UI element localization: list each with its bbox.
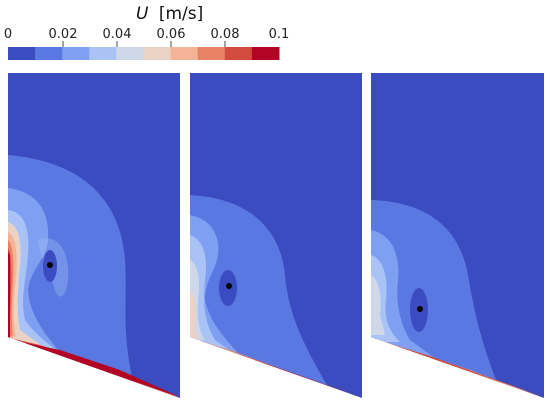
contour-level-4 [8,222,45,348]
colorbar-swatch [197,47,226,60]
vortex-center-marker [226,283,232,289]
colorbar-tick-4: 0.08 [211,27,240,42]
vortex-center-marker [47,262,53,268]
colorbar-tick-1: 0.02 [49,27,78,42]
colorbar-title: U [m/s] [136,4,203,24]
colorbar-swatch [116,47,144,60]
panel-left [8,73,180,398]
colorbar-swatch [89,47,117,60]
vortex-center-marker [417,306,423,312]
colorbar-tick-marks [62,41,226,47]
colorbar-swatch [8,47,36,60]
colorbar-tick-0: 0 [4,27,12,42]
colorbar-swatch [62,47,90,60]
colorbar-swatch [224,47,253,60]
panel-right [371,73,544,398]
colorbar-swatch [170,47,199,60]
contour-level-3 [8,210,70,360]
colorbar-tick-2: 0.04 [103,27,132,42]
colorbar-tick-3: 0.06 [157,27,186,42]
colorbar-swatch [35,47,63,60]
contour-level-5 [190,290,197,340]
contour-level-3 [190,235,240,358]
colorbar-swatches [8,47,280,60]
colorbar-swatch [143,47,172,60]
contour-level-8 [8,252,10,338]
colorbar-tick-labels: 0 0.02 0.04 0.06 0.08 0.1 [4,27,289,42]
colorbar-symbol: U [136,4,149,24]
contour-level-4 [371,275,385,335]
colorbar-unit: [m/s] [159,4,203,24]
colorbar-tick-5: 0.1 [269,27,290,42]
colorbar-swatch [251,47,280,60]
panel-middle [190,73,362,398]
